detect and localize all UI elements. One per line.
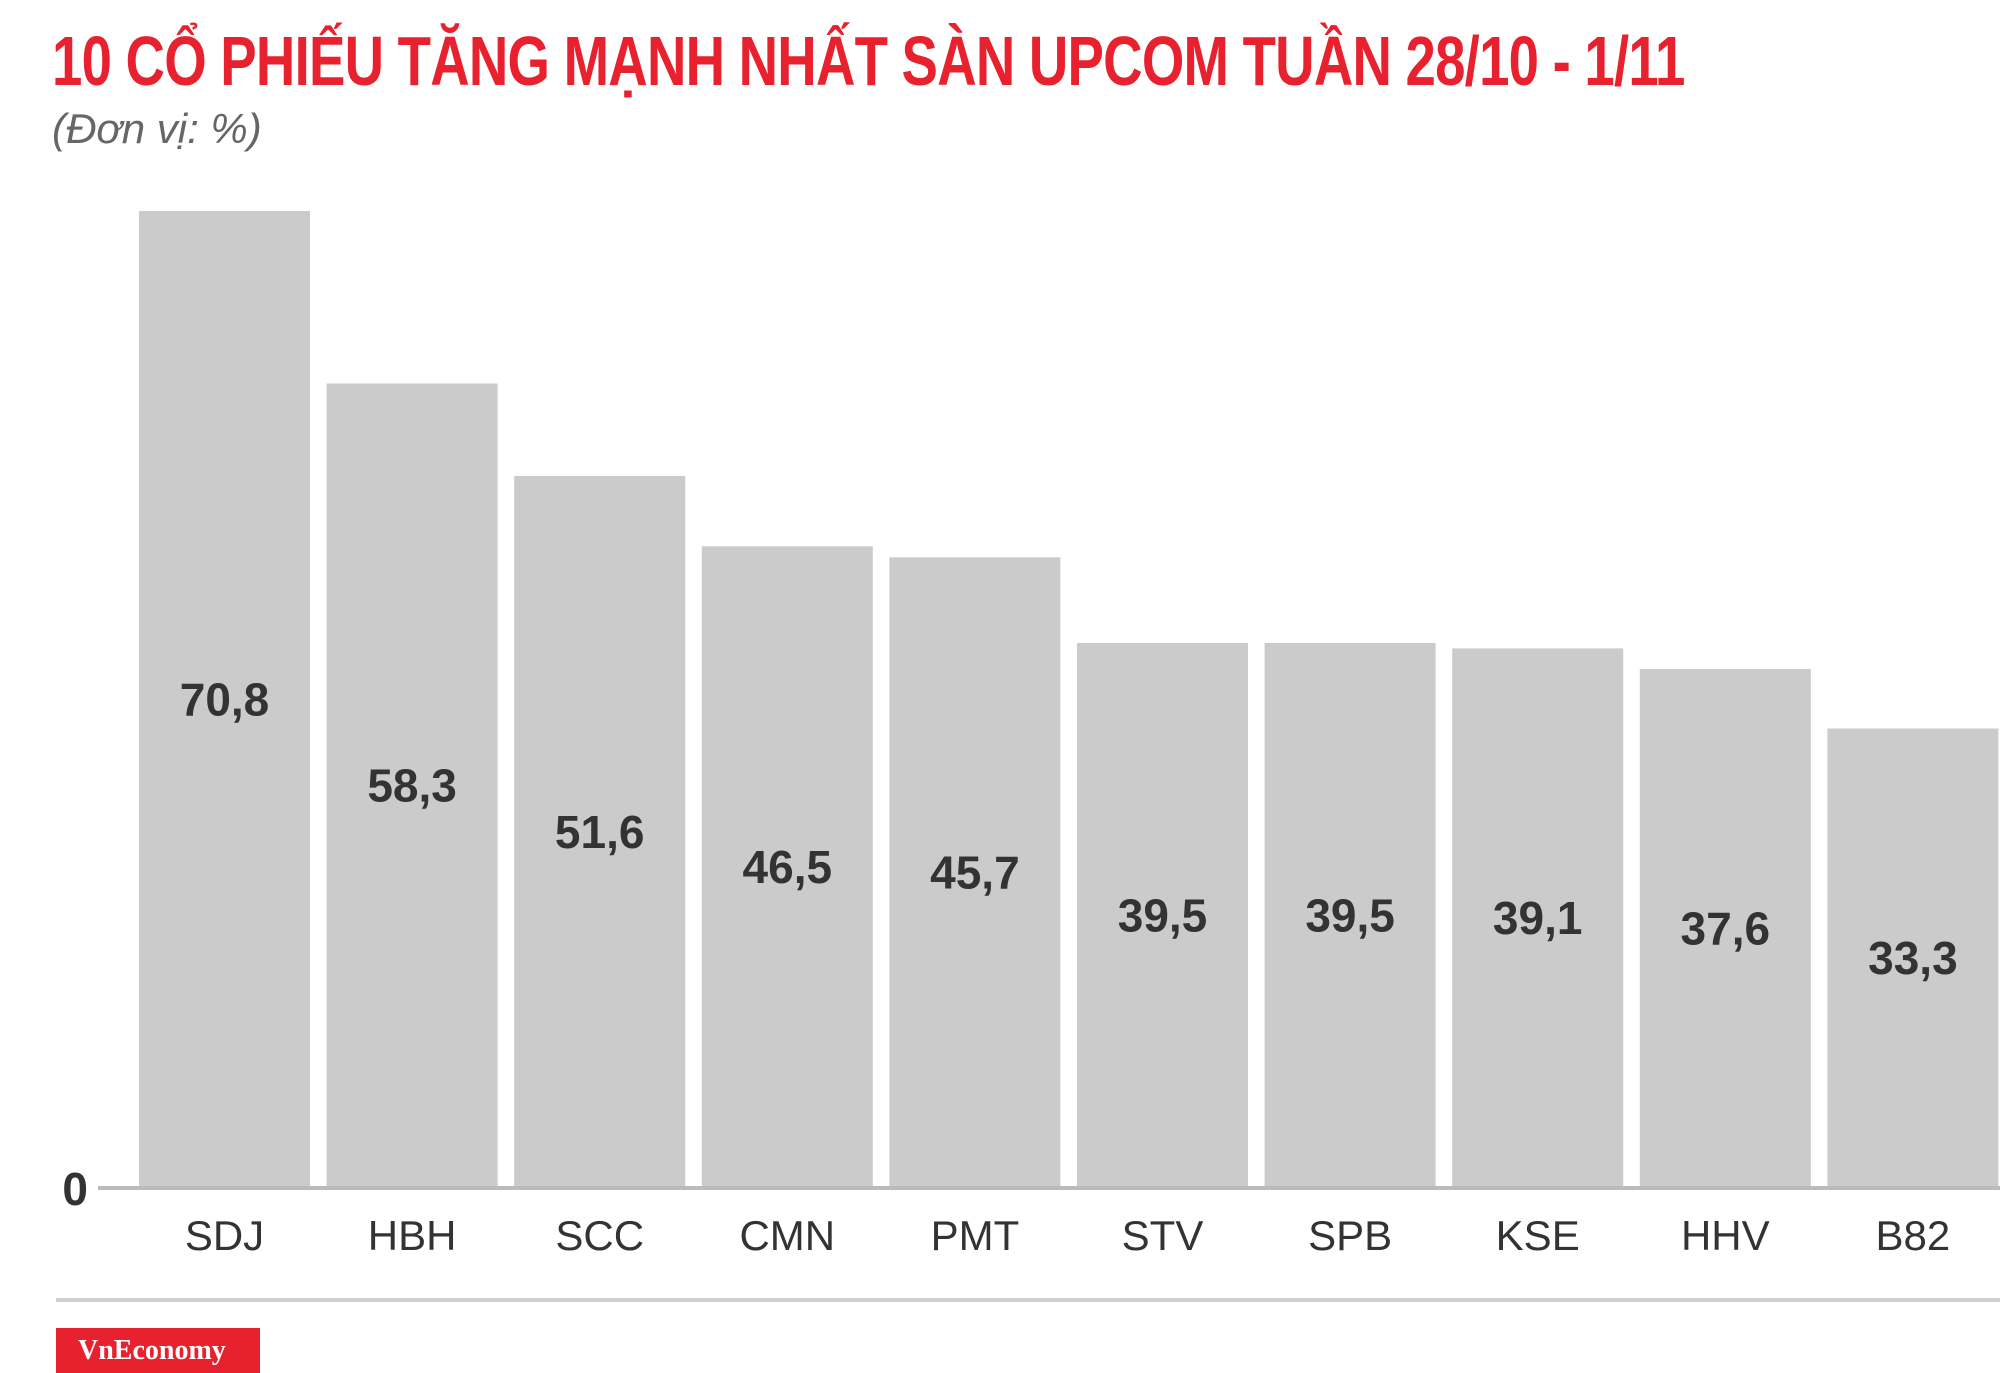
value-label-kse: 39,1 [1493,892,1583,944]
value-label-pmt: 45,7 [930,847,1020,899]
bar-hbh [326,383,498,1188]
y-tick-label-zero: 0 [62,1163,88,1215]
bar-cmn [701,546,873,1188]
category-label-hbh: HBH [368,1212,457,1259]
footer-divider [56,1298,2000,1302]
unit-subtitle: (Đơn vị: %) [52,105,262,152]
bar-spb [1264,642,1436,1188]
value-labels-layer: 70,8 58,3 51,6 46,5 45,7 39,5 39,5 39,1 37,6 33,3 [180,674,1958,985]
bars-layer [139,211,1999,1188]
value-label-hhv: 37,6 [1681,903,1771,955]
vneconomy-logo: VnEconomy [56,1328,260,1373]
category-label-spb: SPB [1308,1212,1392,1259]
bar-hhv [1639,669,1811,1188]
bar-b82 [1827,728,1999,1188]
value-label-spb: 39,5 [1305,890,1395,942]
bar-scc [514,475,686,1188]
value-label-cmn: 46,5 [743,841,833,893]
value-label-scc: 51,6 [555,806,645,858]
category-label-cmn: CMN [739,1212,835,1259]
category-label-stv: STV [1122,1212,1204,1259]
category-label-hhv: HHV [1681,1212,1770,1259]
category-label-kse: KSE [1496,1212,1580,1259]
bar-pmt [889,557,1061,1188]
category-label-scc: SCC [555,1212,644,1259]
category-label-b82: B82 [1876,1212,1951,1259]
bar-stv [1077,642,1248,1188]
category-labels-layer: SDJ HBH SCC CMN PMT STV SPB KSE HHV B82 [185,1212,1950,1259]
bar-chart: 0 70,8 58,3 51,6 46,5 45,7 39,5 39,5 39,1 37,6 33… [62,211,2000,1259]
value-label-stv: 39,5 [1118,890,1208,942]
value-label-hbh: 58,3 [367,760,457,812]
value-label-b82: 33,3 [1868,932,1958,984]
category-label-sdj: SDJ [185,1212,264,1259]
category-label-pmt: PMT [931,1212,1020,1259]
bar-kse [1452,648,1624,1188]
bar-sdj [139,211,310,1188]
value-label-sdj: 70,8 [180,674,270,726]
chart-title: 10 CỔ PHIẾU TĂNG MẠNH NHẤT SÀN UPCOM TUẦ… [52,22,1685,100]
